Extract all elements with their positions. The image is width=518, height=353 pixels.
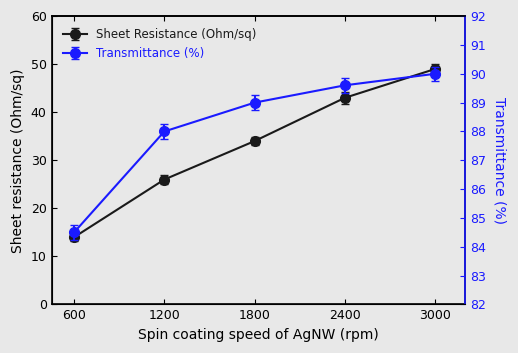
Y-axis label: Sheet resistance (Ohm/sq): Sheet resistance (Ohm/sq) (11, 68, 25, 252)
Legend: Sheet Resistance (Ohm/sq), Transmittance (%): Sheet Resistance (Ohm/sq), Transmittance… (57, 22, 263, 66)
Y-axis label: Transmittance (%): Transmittance (%) (493, 97, 507, 224)
X-axis label: Spin coating speed of AgNW (rpm): Spin coating speed of AgNW (rpm) (138, 328, 379, 342)
